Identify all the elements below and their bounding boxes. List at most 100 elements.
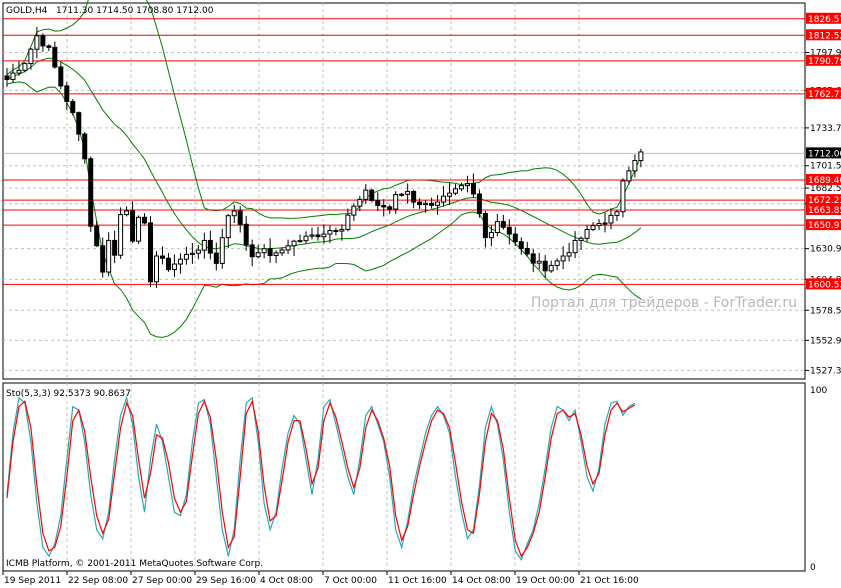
candle-body — [159, 255, 165, 259]
candle-body — [626, 170, 632, 182]
candle-body — [261, 248, 267, 254]
candle-body — [458, 185, 464, 190]
y-tick-label: 1797.90 — [810, 48, 841, 58]
candle-body — [441, 195, 447, 203]
candle-body — [154, 255, 159, 283]
candle-body — [602, 222, 608, 225]
x-tick-label: 14 Oct 08:00 — [452, 576, 511, 586]
candle-body — [225, 215, 231, 239]
candle-body — [28, 48, 34, 65]
candle-body — [417, 201, 423, 206]
candle-body — [4, 75, 10, 80]
candle-body — [267, 248, 273, 257]
candle-body — [554, 260, 560, 266]
y-tick-label: 1733.70 — [810, 124, 841, 134]
candle-body — [273, 252, 279, 257]
candle-body — [578, 237, 584, 241]
price-panel[interactable] — [2, 2, 806, 380]
price-level-tag-label: 1762.71 — [808, 90, 841, 100]
candle-body — [405, 190, 411, 195]
current-price-tag — [806, 147, 841, 159]
candle-body — [363, 189, 369, 200]
candle-body — [237, 210, 243, 225]
price-level-tag — [806, 173, 841, 185]
chart-header-symbol: GOLD,H4 — [6, 6, 48, 16]
y-tick-label: 1682.50 — [810, 184, 841, 194]
candle-body — [620, 180, 626, 213]
candle-body — [530, 253, 536, 264]
candle-body — [16, 69, 22, 74]
price-level-tag-label: 1650.97 — [808, 221, 841, 231]
price-level-tag — [806, 219, 841, 231]
candle-body — [572, 239, 578, 254]
candle-body — [201, 239, 207, 251]
price-level-tag — [806, 54, 841, 66]
x-tick-label: 19 Sep 2011 — [4, 576, 61, 586]
candle-body — [309, 234, 315, 237]
x-tick-label: 19 Oct 00:00 — [516, 576, 575, 586]
candle-body — [82, 133, 88, 160]
candle-body — [638, 151, 644, 162]
stochastic-main-line — [6, 395, 636, 561]
candle-body — [393, 193, 399, 210]
candle-body — [279, 249, 285, 254]
candle-body — [40, 35, 46, 47]
candle-body — [142, 216, 148, 224]
stochastic-title: Sto(5,3,3) 92.5373 90.8637 — [6, 389, 131, 399]
price-level-tag-label: 1672.23 — [808, 196, 841, 206]
candle-body — [195, 249, 201, 254]
candle-body — [285, 245, 291, 251]
stochastic-panel[interactable] — [2, 382, 806, 572]
candle-body — [500, 221, 506, 228]
price-level-tag-label: 1689.40 — [808, 176, 841, 186]
stochastic-signal-line — [6, 399, 636, 558]
current-price-tag-label: 1712.00 — [808, 149, 841, 159]
candle-body — [542, 260, 548, 272]
candle-body — [482, 213, 488, 239]
candle-body — [106, 239, 112, 273]
candle-body — [231, 210, 237, 217]
candle-body — [112, 239, 118, 256]
price-level-tag — [806, 194, 841, 206]
candle-body — [148, 222, 154, 283]
candle-body — [590, 225, 596, 231]
price-level-tag-label: 1600.53 — [808, 280, 841, 290]
candle-body — [291, 240, 297, 247]
x-tick-label: 22 Sep 08:00 — [68, 576, 128, 586]
y-tick-label: 1630.95 — [810, 245, 841, 255]
y-tick-label: 1527.30 — [810, 366, 841, 376]
candle-body — [375, 199, 381, 207]
candle-body — [189, 252, 195, 255]
candle-body — [315, 234, 321, 238]
x-tick-label: 21 Oct 16:00 — [580, 576, 639, 586]
candle-body — [58, 66, 64, 87]
candle-body — [34, 35, 40, 50]
candle-body — [255, 252, 261, 258]
price-level-tag — [806, 87, 841, 99]
candle-body — [76, 112, 82, 135]
candle-body — [52, 46, 58, 68]
candle-body — [22, 63, 28, 71]
candle-body — [165, 257, 171, 271]
candle-body — [518, 241, 524, 249]
candle-body — [100, 245, 106, 273]
x-tick-label: 27 Sep 00:00 — [132, 576, 192, 586]
candle-body — [476, 193, 482, 215]
candle-body — [130, 210, 136, 242]
candle-body — [10, 72, 16, 80]
candle-body — [213, 252, 219, 264]
candle-body — [177, 258, 183, 265]
candle-body — [411, 190, 417, 203]
price-grid — [3, 3, 805, 379]
candle-body — [435, 201, 441, 206]
y-tick-label: 1552.90 — [810, 336, 841, 346]
candle-body — [243, 223, 249, 246]
candle-body — [64, 85, 70, 102]
stochastic-lines — [6, 395, 636, 561]
candle-body — [381, 205, 387, 208]
candle-body — [506, 226, 512, 235]
candle-body — [464, 183, 470, 187]
watermark: Портал для трейдеров - ForTrader.ru — [531, 295, 797, 311]
candle-body — [548, 264, 554, 272]
